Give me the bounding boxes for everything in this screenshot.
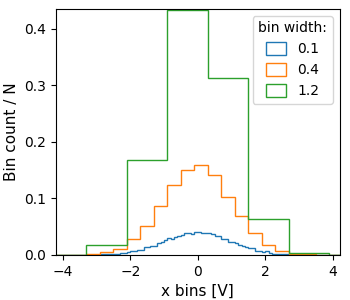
Legend: 0.1, 0.4, 1.2: 0.1, 0.4, 1.2 <box>253 16 332 104</box>
Y-axis label: Bin count / N: Bin count / N <box>4 83 19 181</box>
X-axis label: x bins [V]: x bins [V] <box>161 284 234 299</box>
